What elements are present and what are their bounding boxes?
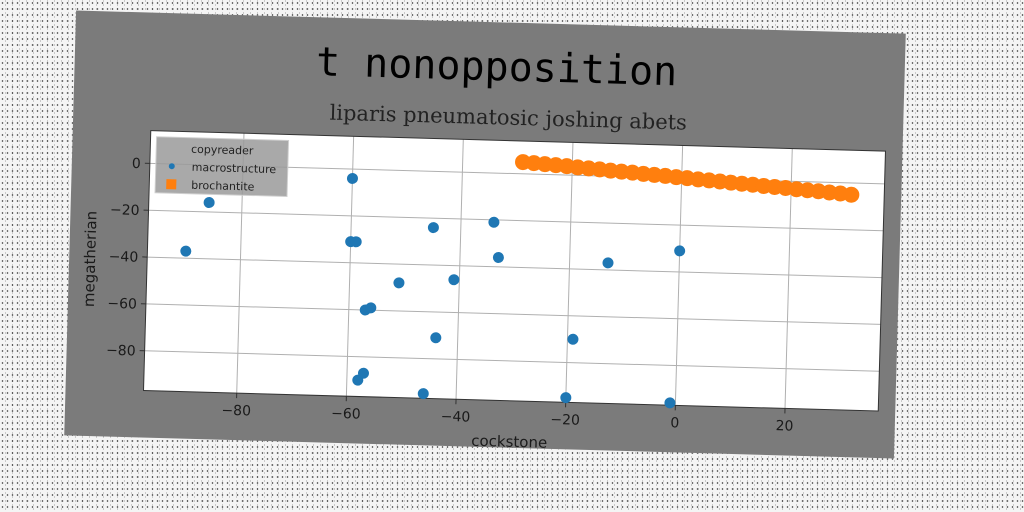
chart-subtitle: liparis pneumatosic joshing abets xyxy=(329,101,687,135)
point-macrostructure xyxy=(393,277,405,289)
data-points xyxy=(180,154,860,409)
point-macrostructure xyxy=(417,388,429,400)
y-tick-label: −60 xyxy=(107,296,137,313)
legend-label-macrostructure: macrostructure xyxy=(192,161,277,176)
point-macrostructure xyxy=(350,236,362,248)
point-macrostructure xyxy=(427,222,439,234)
point-macrostructure xyxy=(664,397,676,409)
point-macrostructure xyxy=(430,332,442,344)
plot-area xyxy=(143,130,886,412)
point-macrostructure xyxy=(560,392,572,404)
x-gridline xyxy=(455,139,464,400)
point-macrostructure xyxy=(448,274,460,286)
point-macrostructure xyxy=(602,257,614,269)
x-axis-label: cockstone xyxy=(471,432,547,452)
point-macrostructure xyxy=(357,367,369,379)
y-gridline xyxy=(148,209,884,232)
point-macrostructure xyxy=(492,252,504,264)
x-tick-label: −60 xyxy=(331,406,361,423)
y-gridline xyxy=(144,350,880,372)
x-tick-label: 20 xyxy=(775,418,793,434)
legend-box xyxy=(154,136,290,197)
scatter-chart: t nonopposition liparis pneumatosic josh… xyxy=(80,39,886,452)
point-macrostructure xyxy=(203,197,215,209)
legend: copyreader macrostructure brochantite xyxy=(154,136,290,197)
legend-marker-brochantite xyxy=(166,179,177,190)
legend-label-brochantite: brochantite xyxy=(191,179,255,194)
x-tick-label: 0 xyxy=(670,415,679,431)
x-tick-label: −80 xyxy=(221,403,251,420)
chart-figure: t nonopposition liparis pneumatosic josh… xyxy=(64,10,906,459)
point-macrostructure xyxy=(346,172,358,184)
y-axis-ticks: 0 −20 −40 −60 −80 xyxy=(106,156,150,360)
x-tick-label: −20 xyxy=(550,412,580,429)
y-gridline xyxy=(147,256,882,279)
point-macrostructure xyxy=(488,216,500,228)
plot-frame xyxy=(142,130,886,412)
point-macrostructure xyxy=(674,245,686,257)
y-tick-label: −80 xyxy=(106,343,136,360)
y-axis-label: megatherian xyxy=(80,211,101,308)
y-tick-label: −20 xyxy=(110,202,140,219)
y-tick-label: −40 xyxy=(108,249,138,266)
chart-title: t nonopposition xyxy=(315,39,677,95)
legend-marker-macrostructure xyxy=(168,163,175,170)
x-axis-ticks: −80 −60 −40 −20 0 20 xyxy=(221,393,794,435)
point-macrostructure xyxy=(567,333,579,345)
x-gridline xyxy=(674,145,684,406)
x-gridline xyxy=(565,142,574,403)
point-macrostructure xyxy=(365,302,377,314)
y-tick-label: 0 xyxy=(132,156,141,172)
point-brochantite xyxy=(843,186,860,203)
y-gridline xyxy=(145,303,881,325)
legend-title: copyreader xyxy=(191,143,254,158)
x-tick-label: −40 xyxy=(441,409,471,426)
point-macrostructure xyxy=(180,245,192,257)
